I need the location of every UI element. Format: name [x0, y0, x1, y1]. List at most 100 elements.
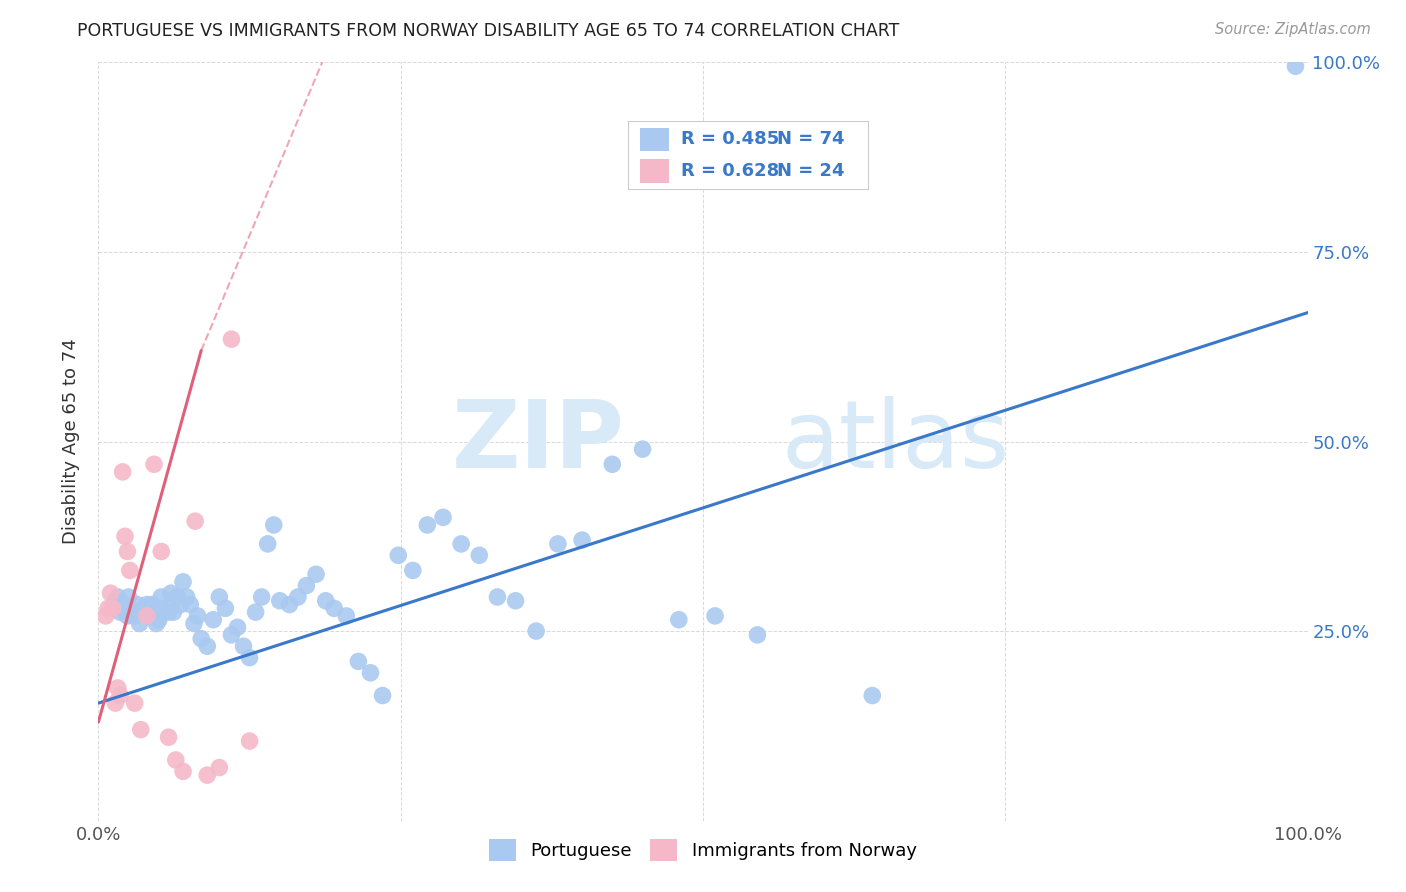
Point — [124, 696, 146, 710]
Text: ZIP: ZIP — [451, 395, 624, 488]
Point — [278, 598, 301, 612]
Point — [256, 537, 278, 551]
Point — [602, 458, 624, 472]
Point — [111, 601, 134, 615]
Point — [1284, 59, 1306, 73]
Point — [108, 689, 131, 703]
Point — [157, 730, 180, 744]
Point — [128, 616, 150, 631]
Point — [143, 605, 166, 619]
Point — [187, 608, 209, 623]
Point — [239, 734, 262, 748]
Point — [287, 590, 309, 604]
Point — [190, 632, 212, 646]
Point — [107, 681, 129, 695]
Point — [150, 590, 173, 604]
Point — [335, 608, 357, 623]
Point — [134, 601, 156, 615]
Point — [184, 514, 207, 528]
Text: R = 0.628: R = 0.628 — [681, 162, 779, 180]
Point — [148, 613, 170, 627]
Point — [114, 529, 136, 543]
Text: N = 74: N = 74 — [776, 130, 844, 148]
Point — [94, 608, 117, 623]
Point — [172, 574, 194, 589]
Point — [117, 544, 139, 558]
Point — [97, 601, 120, 615]
Point — [571, 533, 593, 548]
Point — [114, 598, 136, 612]
Point — [117, 608, 139, 623]
Point — [305, 567, 328, 582]
Point — [221, 628, 243, 642]
Text: Source: ZipAtlas.com: Source: ZipAtlas.com — [1215, 22, 1371, 37]
Point — [860, 689, 883, 703]
Point — [104, 594, 127, 608]
Point — [183, 616, 205, 631]
Point — [127, 598, 149, 612]
Text: atlas: atlas — [782, 395, 1010, 488]
Point — [747, 628, 769, 642]
Point — [166, 590, 188, 604]
Point — [129, 723, 152, 737]
Point — [195, 639, 218, 653]
Point — [118, 590, 141, 604]
Point — [323, 601, 346, 615]
Point — [111, 465, 134, 479]
Point — [195, 768, 218, 782]
Point — [208, 590, 231, 604]
Point — [371, 689, 394, 703]
Point — [138, 608, 160, 623]
Text: N = 24: N = 24 — [776, 162, 844, 180]
Point — [295, 579, 318, 593]
Point — [101, 601, 124, 615]
Point — [668, 613, 690, 627]
Text: PORTUGUESE VS IMMIGRANTS FROM NORWAY DISABILITY AGE 65 TO 74 CORRELATION CHART: PORTUGUESE VS IMMIGRANTS FROM NORWAY DIS… — [77, 22, 900, 40]
Point — [145, 616, 167, 631]
Point — [250, 590, 273, 604]
Point — [360, 665, 382, 680]
Point — [160, 586, 183, 600]
Point — [108, 605, 131, 619]
Point — [704, 608, 727, 623]
Point — [347, 655, 370, 669]
Text: R = 0.485: R = 0.485 — [681, 130, 779, 148]
Point — [402, 564, 425, 578]
Point — [135, 608, 157, 623]
Point — [162, 605, 184, 619]
Point — [143, 458, 166, 472]
Point — [416, 517, 439, 532]
Point — [104, 696, 127, 710]
Point — [179, 598, 201, 612]
Point — [118, 564, 141, 578]
Point — [172, 764, 194, 779]
Point — [214, 601, 236, 615]
Point — [150, 544, 173, 558]
Point — [450, 537, 472, 551]
Point — [165, 753, 187, 767]
Point — [135, 598, 157, 612]
Point — [232, 639, 254, 653]
Point — [468, 548, 491, 563]
Point — [269, 594, 291, 608]
Point — [131, 605, 153, 619]
Legend: Portuguese, Immigrants from Norway: Portuguese, Immigrants from Norway — [482, 832, 924, 869]
Point — [202, 613, 225, 627]
Point — [124, 608, 146, 623]
Bar — [640, 160, 669, 183]
Bar — [640, 128, 669, 151]
Point — [157, 605, 180, 619]
Point — [524, 624, 547, 639]
Point — [121, 605, 143, 619]
Point — [226, 620, 249, 634]
Point — [208, 760, 231, 774]
Point — [153, 601, 176, 615]
Point — [315, 594, 337, 608]
Point — [486, 590, 509, 604]
Point — [505, 594, 527, 608]
Point — [169, 598, 191, 612]
Point — [221, 332, 243, 346]
Point — [118, 601, 141, 615]
Point — [387, 548, 409, 563]
Point — [432, 510, 454, 524]
